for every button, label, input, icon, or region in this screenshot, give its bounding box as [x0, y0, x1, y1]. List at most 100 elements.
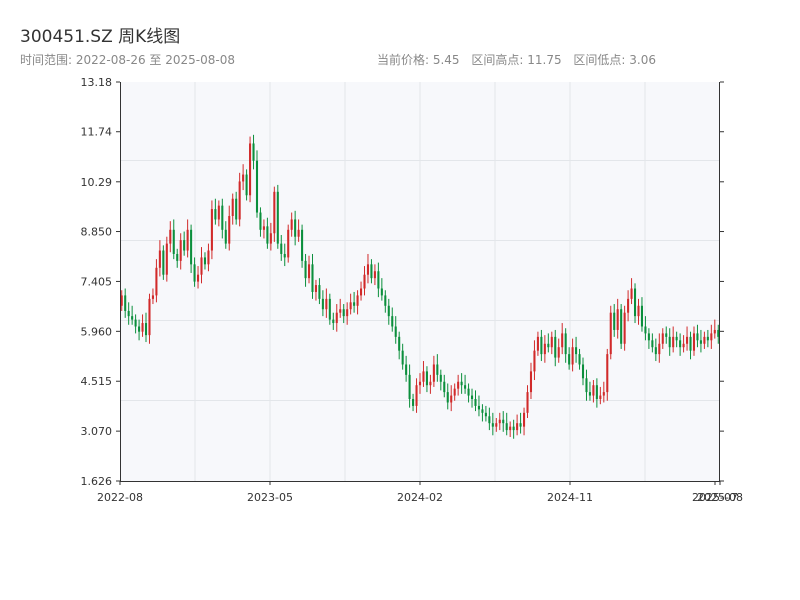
- candle-body: [578, 354, 581, 365]
- candle-body: [682, 343, 685, 348]
- candle-body: [609, 312, 612, 355]
- candle-body: [366, 264, 370, 275]
- candle-body: [231, 198, 234, 216]
- x-tick-label: 2024-11: [547, 491, 593, 504]
- candle-body: [245, 174, 248, 196]
- candle-body: [179, 240, 182, 261]
- candle-body: [207, 250, 210, 265]
- candle-body: [512, 426, 515, 431]
- candle-body: [647, 333, 650, 341]
- candle-body: [339, 309, 342, 313]
- candle-body: [276, 191, 279, 244]
- candle-body: [717, 329, 720, 337]
- candle-body: [196, 274, 200, 282]
- candle-body: [203, 257, 207, 265]
- candle-body: [228, 215, 231, 244]
- candle-body: [172, 229, 175, 254]
- candle-body: [210, 209, 213, 251]
- candle-body: [190, 229, 193, 265]
- candle-body: [297, 229, 300, 237]
- candle-body: [581, 364, 585, 379]
- candle-body: [200, 257, 203, 275]
- candle-body: [412, 399, 415, 406]
- y-tick-label: 4.515: [81, 375, 113, 388]
- candle-body: [280, 243, 283, 254]
- candle-body: [460, 381, 463, 386]
- candle-body: [495, 423, 498, 427]
- candle-body: [373, 271, 376, 279]
- x-tick-label: 2024-02: [397, 491, 443, 504]
- candle-body: [314, 285, 317, 292]
- y-tick-label: 11.74: [81, 126, 113, 139]
- candle-body: [193, 264, 196, 282]
- candle-body: [616, 309, 619, 330]
- candle-body: [706, 336, 709, 341]
- candle-body: [672, 336, 675, 348]
- x-tick-label: 2022-08: [97, 491, 143, 504]
- candle-body: [592, 385, 595, 396]
- candle-body: [436, 364, 439, 375]
- candle-body: [418, 381, 422, 386]
- candle-body: [620, 309, 623, 344]
- x-tick-label: 2023-05: [247, 491, 293, 504]
- candle-body: [491, 423, 494, 427]
- candle-body: [394, 326, 397, 337]
- candle-body: [127, 310, 130, 317]
- y-tick-label: 7.405: [81, 275, 113, 288]
- candle-body: [380, 288, 383, 296]
- candle-body: [668, 336, 671, 348]
- candle-body: [349, 302, 352, 310]
- candle-body: [124, 295, 127, 311]
- candle-body: [165, 243, 168, 275]
- candle-body: [540, 336, 543, 355]
- candle-body: [568, 354, 571, 365]
- candle-body: [502, 419, 505, 424]
- candle-body: [186, 229, 189, 251]
- candle-body: [353, 302, 356, 306]
- candle-body: [550, 336, 553, 348]
- candle-body: [217, 205, 220, 220]
- candle-body: [422, 371, 425, 382]
- candle-body: [533, 350, 536, 372]
- candle-body: [259, 212, 262, 230]
- y-tick-label: 5.960: [81, 325, 113, 338]
- candle-body: [446, 392, 449, 403]
- candle-body: [311, 264, 314, 292]
- candle-body: [391, 316, 394, 327]
- candle-body: [269, 233, 272, 244]
- price-stats: 当前价格: 5.45 区间高点: 11.75 区间低点: 3.06: [369, 51, 656, 68]
- candle-body: [290, 219, 293, 230]
- candle-body: [328, 298, 331, 320]
- candle-body: [526, 392, 529, 413]
- candle-body: [221, 205, 224, 230]
- candle-body: [602, 392, 605, 396]
- candle-body: [450, 395, 453, 403]
- candle-body: [432, 364, 435, 382]
- candle-body: [644, 326, 647, 334]
- candle-body: [335, 312, 338, 324]
- candle-body: [651, 340, 654, 348]
- candle-body: [429, 381, 432, 386]
- candle-body: [547, 343, 550, 348]
- candle-body: [689, 336, 692, 351]
- candle-body: [543, 343, 546, 355]
- candle-body: [294, 219, 297, 237]
- candle-body: [613, 312, 616, 330]
- candle-body: [457, 381, 460, 389]
- candle-body: [637, 305, 640, 317]
- candle-body: [224, 229, 227, 244]
- candle-body: [238, 181, 241, 220]
- candle-body: [627, 298, 630, 313]
- candle-body: [120, 295, 123, 306]
- candle-body: [661, 333, 664, 344]
- candle-body: [183, 240, 186, 251]
- candle-body: [155, 267, 158, 296]
- candle-body: [571, 347, 574, 365]
- candle-body: [703, 336, 706, 344]
- candle-body: [498, 419, 501, 424]
- candle-body: [606, 354, 609, 393]
- candle-body: [523, 412, 526, 427]
- candle-body: [151, 295, 154, 299]
- candle-body: [405, 364, 408, 375]
